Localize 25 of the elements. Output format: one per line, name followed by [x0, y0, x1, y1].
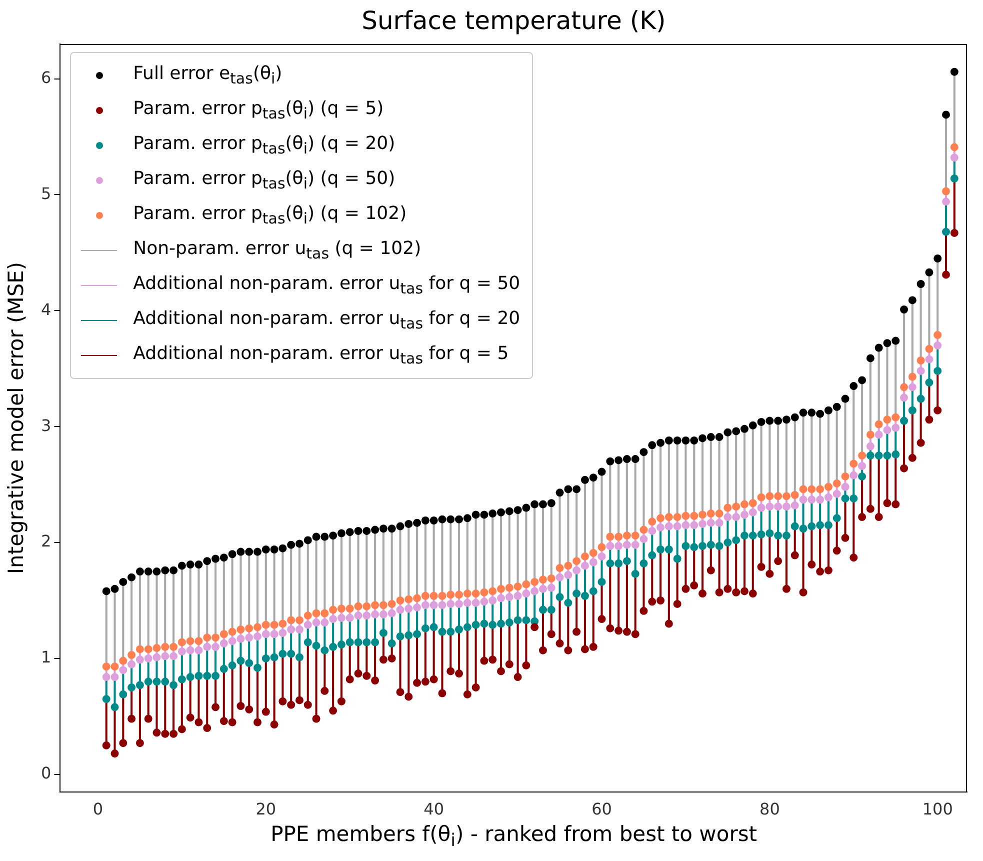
legend-label: Additional non-param. error u$_{tas}$ for q = 50 [133, 273, 520, 298]
legend-label: Param. error p$_{tas}$(θ$_{i}$) (q = 5) [133, 98, 384, 123]
legend-label: Param. error p$_{tas}$(θ$_{i}$) (q = 102) [133, 203, 407, 228]
x-tick-label: 60 [592, 800, 612, 819]
x-tick-label: 100 [922, 800, 953, 819]
x-tick-label: 80 [760, 800, 780, 819]
legend-label: Additional non-param. error u$_{tas}$ for q = 5 [133, 343, 509, 368]
y-tick-label: 1 [40, 648, 52, 667]
y-tick-label: 5 [40, 184, 52, 203]
chart-title: Surface temperature (K) [362, 6, 666, 35]
legend-label: Param. error p$_{tas}$(θ$_{i}$) (q = 20) [133, 133, 396, 158]
x-tick-label: 20 [256, 800, 276, 819]
y-tick-label: 2 [40, 532, 52, 551]
legend-label: Additional non-param. error u$_{tas}$ for q = 20 [133, 308, 520, 333]
legend-label: Param. error p$_{tas}$(θ$_{i}$) (q = 50) [133, 168, 396, 193]
x-tick-label: 0 [92, 800, 104, 819]
y-axis-title: Integrative model error (MSE) [4, 262, 28, 574]
y-tick-label: 3 [40, 416, 52, 435]
y-tick-label: 0 [40, 764, 52, 783]
legend-label: Non-param. error u$_{tas}$ (q = 102) [133, 238, 422, 263]
legend-label: Full error e$_{tas}$(θ$_{i}$) [133, 63, 282, 88]
y-tick-label: 4 [40, 300, 52, 319]
y-tick-label: 6 [40, 68, 52, 87]
x-tick-label: 40 [424, 800, 444, 819]
x-axis-title: PPE members f(θ$_{i}$) - ranked from best to worst [270, 822, 758, 851]
